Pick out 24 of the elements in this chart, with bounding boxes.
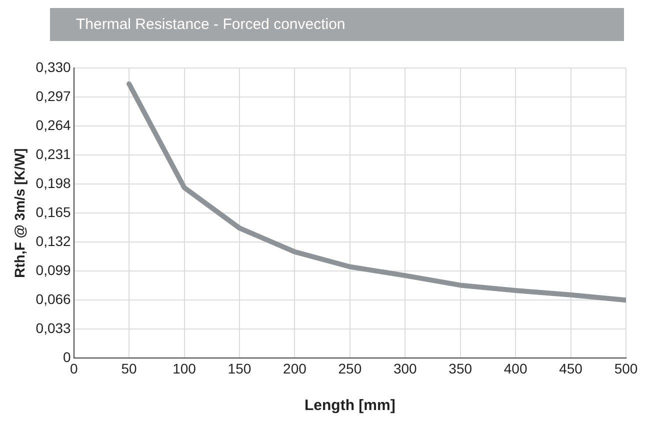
x-tick-label: 50 bbox=[121, 360, 138, 376]
y-axis-title: Rth,F @ 3m/s [K/W] bbox=[11, 148, 28, 278]
chart-title: Thermal Resistance - Forced convection bbox=[50, 8, 624, 41]
x-tick-label: 200 bbox=[283, 360, 307, 376]
y-tick-label: 0,066 bbox=[36, 291, 72, 308]
x-tick-label: 250 bbox=[338, 360, 362, 376]
x-axis-title: Length [mm] bbox=[304, 397, 396, 414]
x-tick-label: 100 bbox=[172, 360, 196, 376]
x-tick-label: 350 bbox=[448, 360, 472, 376]
x-tick-label: 500 bbox=[614, 360, 638, 376]
y-tick-label: 0,231 bbox=[36, 146, 72, 162]
y-tick-label: 0,132 bbox=[36, 232, 72, 249]
y-tick-label: 0,165 bbox=[36, 204, 72, 220]
x-tick-label: 300 bbox=[393, 360, 418, 376]
y-tick-label: 0,297 bbox=[36, 88, 72, 104]
y-tick-label: 0,033 bbox=[36, 320, 72, 336]
x-tick-label: 450 bbox=[559, 360, 583, 376]
y-tick-label: 0,099 bbox=[36, 262, 72, 278]
x-tick-label: 400 bbox=[504, 360, 528, 376]
y-tick-label: 0,198 bbox=[36, 174, 72, 191]
y-tick-label: 0,264 bbox=[36, 116, 72, 133]
x-tick-label: 150 bbox=[228, 360, 252, 376]
y-tick-label: 0 bbox=[63, 349, 72, 366]
y-tick-label: 0,330 bbox=[36, 58, 72, 75]
